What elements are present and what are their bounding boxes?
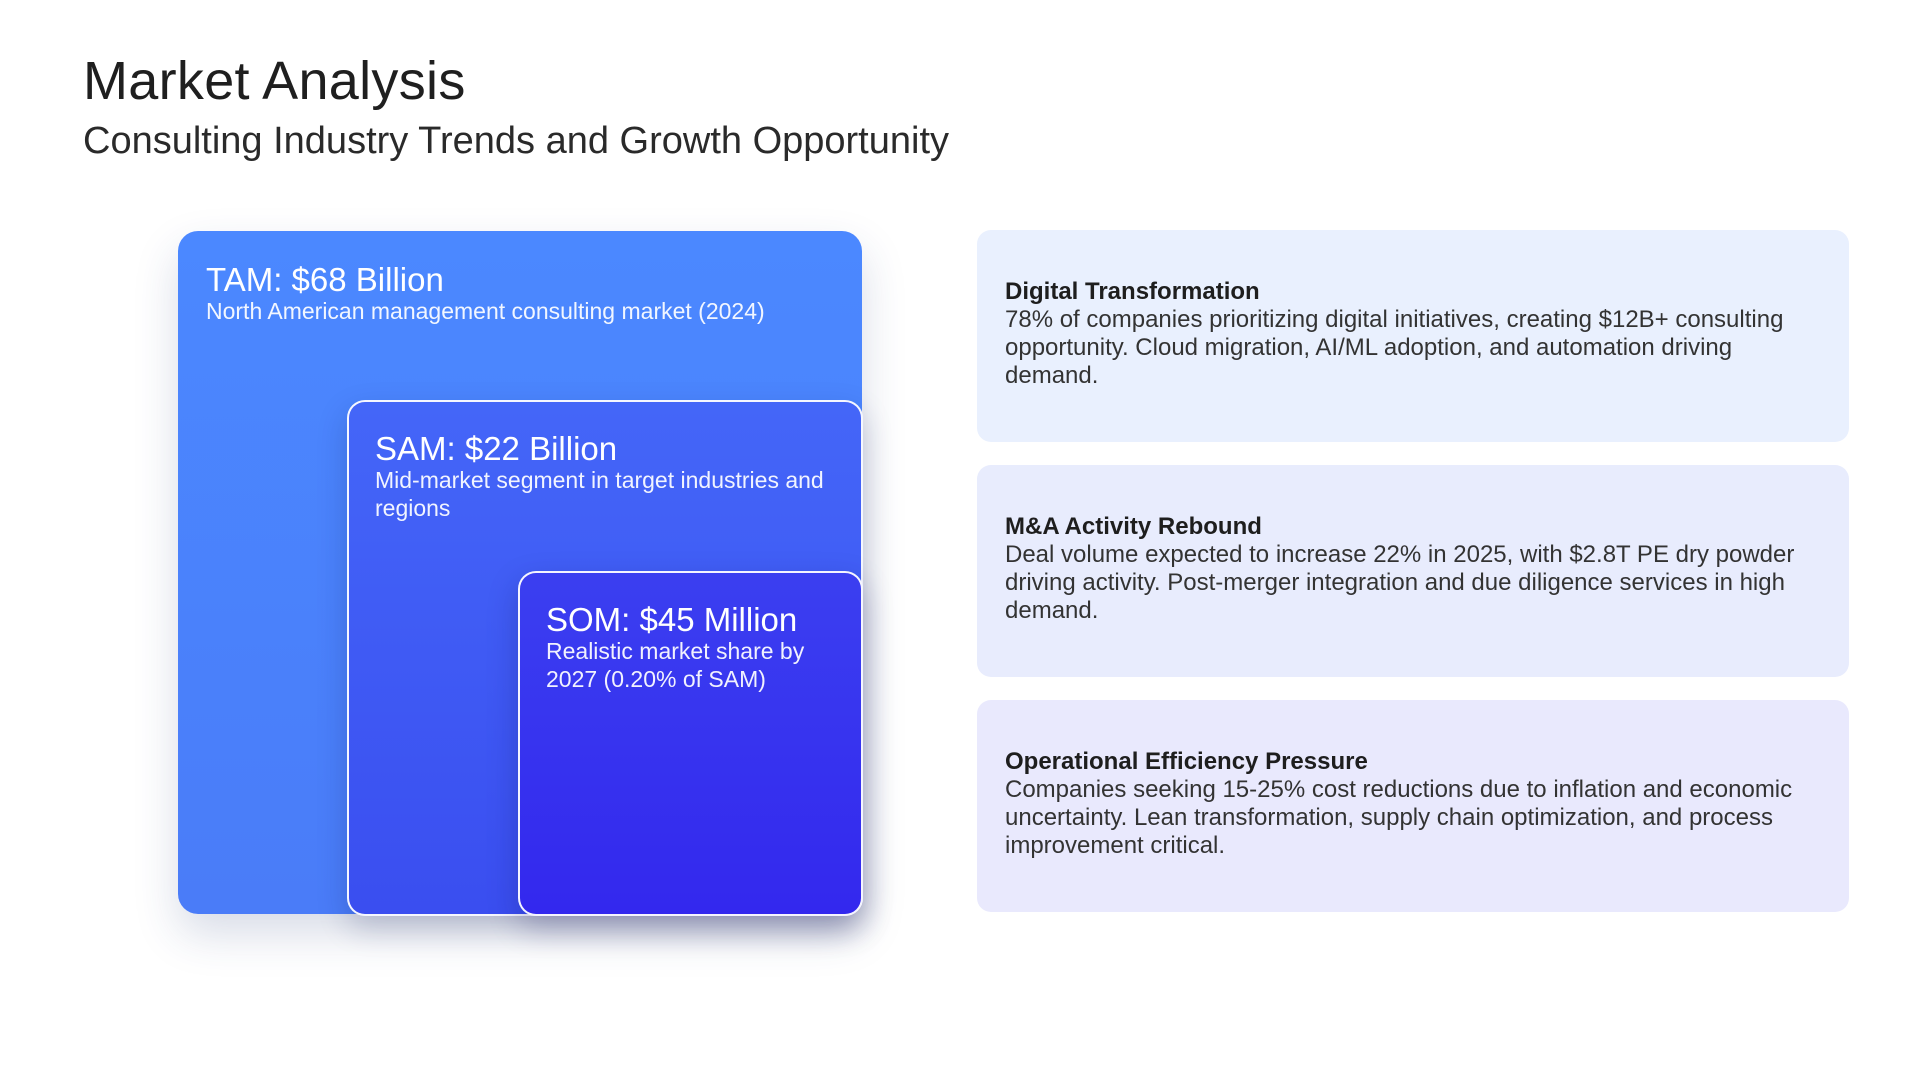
trend-card-title: M&A Activity Rebound — [1005, 513, 1262, 540]
tam-heading: TAM: $68 Billion — [206, 261, 444, 298]
trend-card-body: Companies seeking 15-25% cost reductions… — [1005, 776, 1793, 859]
trend-card-title: Digital Transformation — [1005, 278, 1260, 305]
som-box: SOM: $45 Million Realistic market share … — [518, 571, 863, 916]
trend-card-digital-transformation: Digital Transformation 78% of companies … — [977, 230, 1849, 442]
trend-card-body: Deal volume expected to increase 22% in … — [1005, 541, 1795, 624]
trend-card-title: Operational Efficiency Pressure — [1005, 748, 1368, 775]
som-heading: SOM: $45 Million — [546, 601, 798, 638]
page-subtitle: Consulting Industry Trends and Growth Op… — [83, 120, 950, 162]
trend-card-ma-activity: M&A Activity Rebound Deal volume expecte… — [977, 465, 1849, 677]
sam-heading: SAM: $22 Billion — [375, 430, 618, 467]
tam-description: North American management consulting mar… — [206, 298, 765, 324]
trend-card-operational-efficiency: Operational Efficiency Pressure Companie… — [977, 700, 1849, 912]
sam-description: Mid-market segment in target industries … — [375, 467, 824, 521]
som-description: Realistic market share by 2027 (0.20% of… — [546, 638, 805, 692]
trend-cards: Digital Transformation 78% of companies … — [977, 230, 1849, 935]
page-title: Market Analysis — [83, 51, 466, 111]
trend-card-body: 78% of companies prioritizing digital in… — [1005, 306, 1784, 389]
